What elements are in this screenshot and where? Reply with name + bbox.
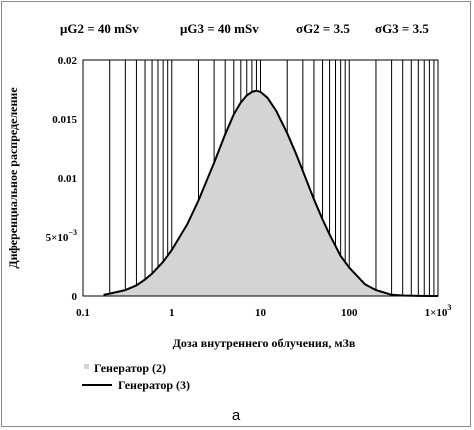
param-mu-g3: μG3 = 40 mSv xyxy=(180,21,259,36)
param-mu-g2: μG2 = 40 mSv xyxy=(60,21,139,36)
legend-swatch-generator-2 xyxy=(84,364,89,369)
x-tick-label: 1 xyxy=(169,307,175,319)
legend-label-generator-2: Генератор (2) xyxy=(94,361,166,375)
series-layer xyxy=(103,89,438,297)
y-tick-label: 5×10−3 xyxy=(46,228,77,244)
legend: Генератор (2) Генератор (3) xyxy=(82,361,190,392)
x-tick-label: 1×103 xyxy=(425,303,452,319)
legend-label-generator-3: Генератор (3) xyxy=(118,378,190,392)
x-tick-label: 10 xyxy=(255,307,267,319)
param-sigma-g2: σG2 = 3.5 xyxy=(296,21,350,36)
y-tick-label: 0 xyxy=(72,291,78,303)
y-tick-label: 0.015 xyxy=(52,114,77,126)
plot-area-frame xyxy=(82,59,439,297)
x-tick-label: 100 xyxy=(341,307,358,319)
y-tick-label: 0.02 xyxy=(58,55,78,67)
x-tick-label: 0.1 xyxy=(76,307,90,319)
param-sigma-g3: σG3 = 3.5 xyxy=(375,21,429,36)
parameter-header: μG2 = 40 mSv μG3 = 40 mSv σG2 = 3.5 σG3 … xyxy=(60,21,429,36)
x-axis-label: Доза внутреннего облучения, мЗв xyxy=(173,336,356,350)
y-tick-label: 0.01 xyxy=(58,173,77,185)
figure-caption: a xyxy=(232,407,241,424)
y-axis-label: Диференциальное распределение xyxy=(6,87,20,269)
series-generator-2-area xyxy=(103,90,438,296)
series-generator-3-line xyxy=(103,89,438,297)
